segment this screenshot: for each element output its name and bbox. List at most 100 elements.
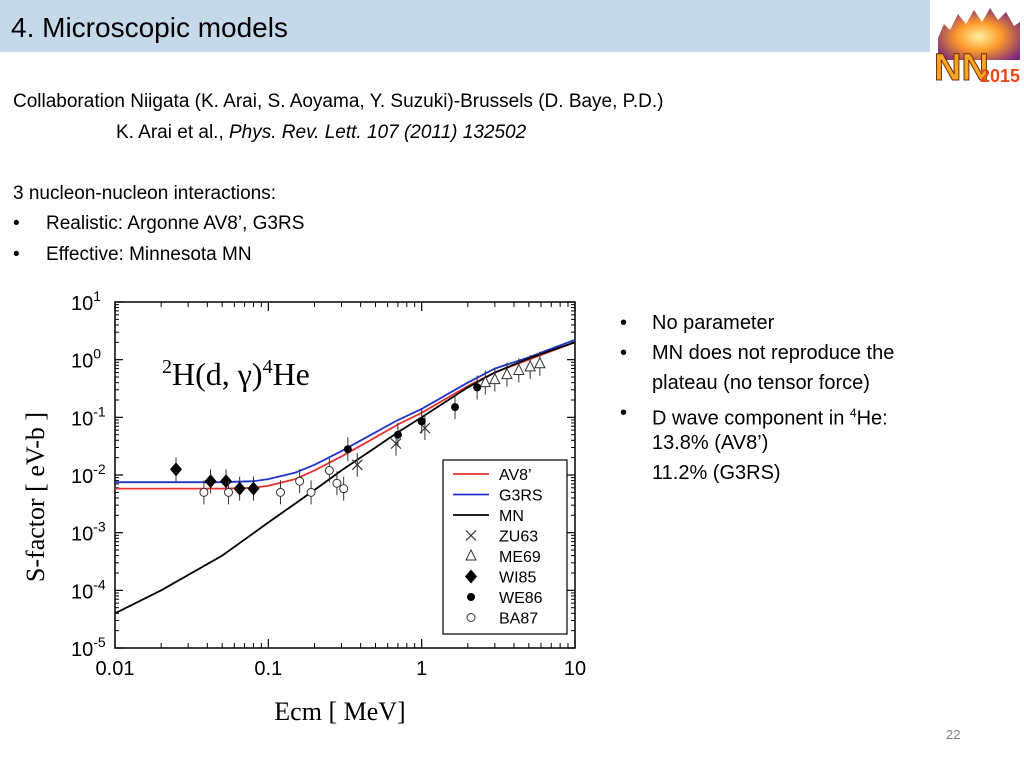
- legend-label: ME69: [499, 549, 541, 566]
- curve-mn: [114, 341, 576, 615]
- collaboration-line: Collaboration Niigata (K. Arai, S. Aoyam…: [13, 91, 664, 112]
- title-superscript: 2: [162, 356, 172, 378]
- reference-authors: K. Arai et al.,: [116, 122, 229, 143]
- legend-box: [442, 459, 568, 635]
- y-tick-base: 10: [71, 524, 93, 546]
- reference-journal: Phys. Rev. Lett. 107 (2011) 132502: [229, 122, 527, 143]
- x-axis-ticks: 0.01 0.1 1 10: [96, 302, 586, 680]
- point-ba87: [275, 487, 285, 497]
- legend-swatch: [465, 530, 477, 541]
- interactions-heading: 3 nucleon-nucleon interactions:: [13, 183, 277, 204]
- y-tick-exponent: -4: [93, 576, 106, 592]
- logo-year-text: 2015: [980, 66, 1020, 86]
- y-tick-base: 10: [71, 408, 93, 430]
- point-me69: [512, 363, 525, 375]
- point-we86: [473, 383, 482, 392]
- point-wi85: [233, 481, 246, 496]
- logo-nn-text: NN: [934, 47, 989, 86]
- note-text: plateau (no tensor force): [652, 372, 870, 394]
- note-text: No parameter: [652, 312, 775, 334]
- y-tick-label: 10-1: [71, 403, 106, 430]
- note-text: 13.8% (AV8’): [652, 432, 769, 454]
- point-ba87: [224, 487, 234, 497]
- y-tick-exponent: -1: [93, 403, 106, 419]
- y-tick-label: 10-5: [71, 634, 106, 661]
- marker-stroke: [351, 459, 363, 471]
- point-me69: [479, 375, 492, 388]
- marker-stroke: [390, 438, 402, 450]
- bullet-icon: •: [13, 213, 20, 234]
- note-d-wave: D wave component in: [652, 407, 850, 430]
- y-tick-base: 10: [71, 351, 93, 373]
- point-ba87: [306, 487, 316, 497]
- legend-label: WE86: [499, 590, 543, 607]
- point-we86: [393, 430, 402, 439]
- y-tick-label: 10-3: [71, 519, 106, 546]
- reference-line: K. Arai et al., Phys. Rev. Lett. 107 (20…: [116, 121, 526, 145]
- interaction-item: • Effective: Minnesota MN: [13, 243, 252, 267]
- point-zu63: [390, 438, 402, 450]
- point-wi85: [170, 462, 183, 477]
- x-tick-label: 0.01: [96, 658, 135, 680]
- y-tick-base: 10: [71, 639, 93, 661]
- note-text: 11.2% (G3RS): [652, 462, 781, 484]
- legend-swatch: [465, 569, 477, 584]
- x-axis-label: Ecm [ MeV]: [274, 697, 405, 726]
- note-superscript: 4: [849, 406, 857, 420]
- x-tick-label: 1: [416, 658, 427, 680]
- point-me69: [501, 367, 513, 380]
- data-points: [170, 351, 546, 505]
- point-ba87: [339, 484, 349, 494]
- note-text: MN does not reproduce the: [652, 342, 895, 364]
- y-tick-exponent: -5: [93, 634, 106, 650]
- interaction-label: Effective: Minnesota MN: [46, 244, 252, 265]
- legend-swatch: [465, 548, 477, 561]
- legend-swatch: [467, 593, 475, 601]
- point-we86: [451, 403, 460, 412]
- y-tick-label: 10-4: [71, 576, 106, 603]
- title-text: He: [273, 356, 310, 392]
- bullet-icon: •: [620, 402, 628, 424]
- point-ba87: [295, 476, 305, 486]
- point-me69: [489, 372, 501, 385]
- y-tick-exponent: 1: [93, 288, 101, 304]
- title-superscript: 4: [263, 356, 273, 378]
- y-tick-base: 10: [71, 293, 93, 315]
- legend-label: G3RS: [499, 488, 543, 505]
- legend-label: MN: [499, 508, 524, 525]
- y-tick-exponent: -3: [93, 519, 106, 535]
- y-tick-exponent: 0: [93, 346, 101, 362]
- chart-title: 2H(d, γ)4He: [162, 356, 310, 392]
- legend-label: ZU63: [499, 529, 538, 546]
- note-he: He:: [856, 407, 888, 430]
- point-me69: [524, 359, 536, 372]
- y-tick-exponent: -2: [93, 461, 106, 477]
- legend: AV8’ G3RS MN ZU63 ME69 WI85 WE86 BA87: [442, 459, 568, 635]
- curve-g3rs: [115, 339, 576, 484]
- legend-label: AV8’: [499, 467, 532, 484]
- legend-label: WI85: [499, 570, 536, 587]
- point-wi85: [247, 481, 260, 496]
- point-we86: [343, 445, 352, 454]
- legend-label: BA87: [499, 611, 538, 628]
- marker-stroke: [465, 530, 477, 541]
- y-tick-label: 100: [71, 346, 101, 373]
- bullet-icon: •: [13, 244, 20, 265]
- conference-logo: NN 2015: [934, 8, 1020, 86]
- point-me69: [534, 356, 546, 369]
- point-ba87: [199, 487, 209, 497]
- y-tick-base: 10: [71, 581, 93, 603]
- note-text: D wave component in 4He:: [652, 398, 888, 434]
- page-number: 22: [946, 727, 961, 742]
- point-wi85: [204, 474, 217, 489]
- bullet-icon: •: [620, 312, 628, 334]
- interaction-item: • Realistic: Argonne AV8’, G3RS: [13, 212, 304, 236]
- interaction-label: Realistic: Argonne AV8’, G3RS: [46, 213, 305, 234]
- x-tick-label: 10: [564, 658, 586, 680]
- y-tick-base: 10: [71, 466, 93, 488]
- point-wi85: [220, 474, 233, 489]
- point-zu63: [351, 459, 363, 471]
- legend-swatch: [466, 613, 476, 622]
